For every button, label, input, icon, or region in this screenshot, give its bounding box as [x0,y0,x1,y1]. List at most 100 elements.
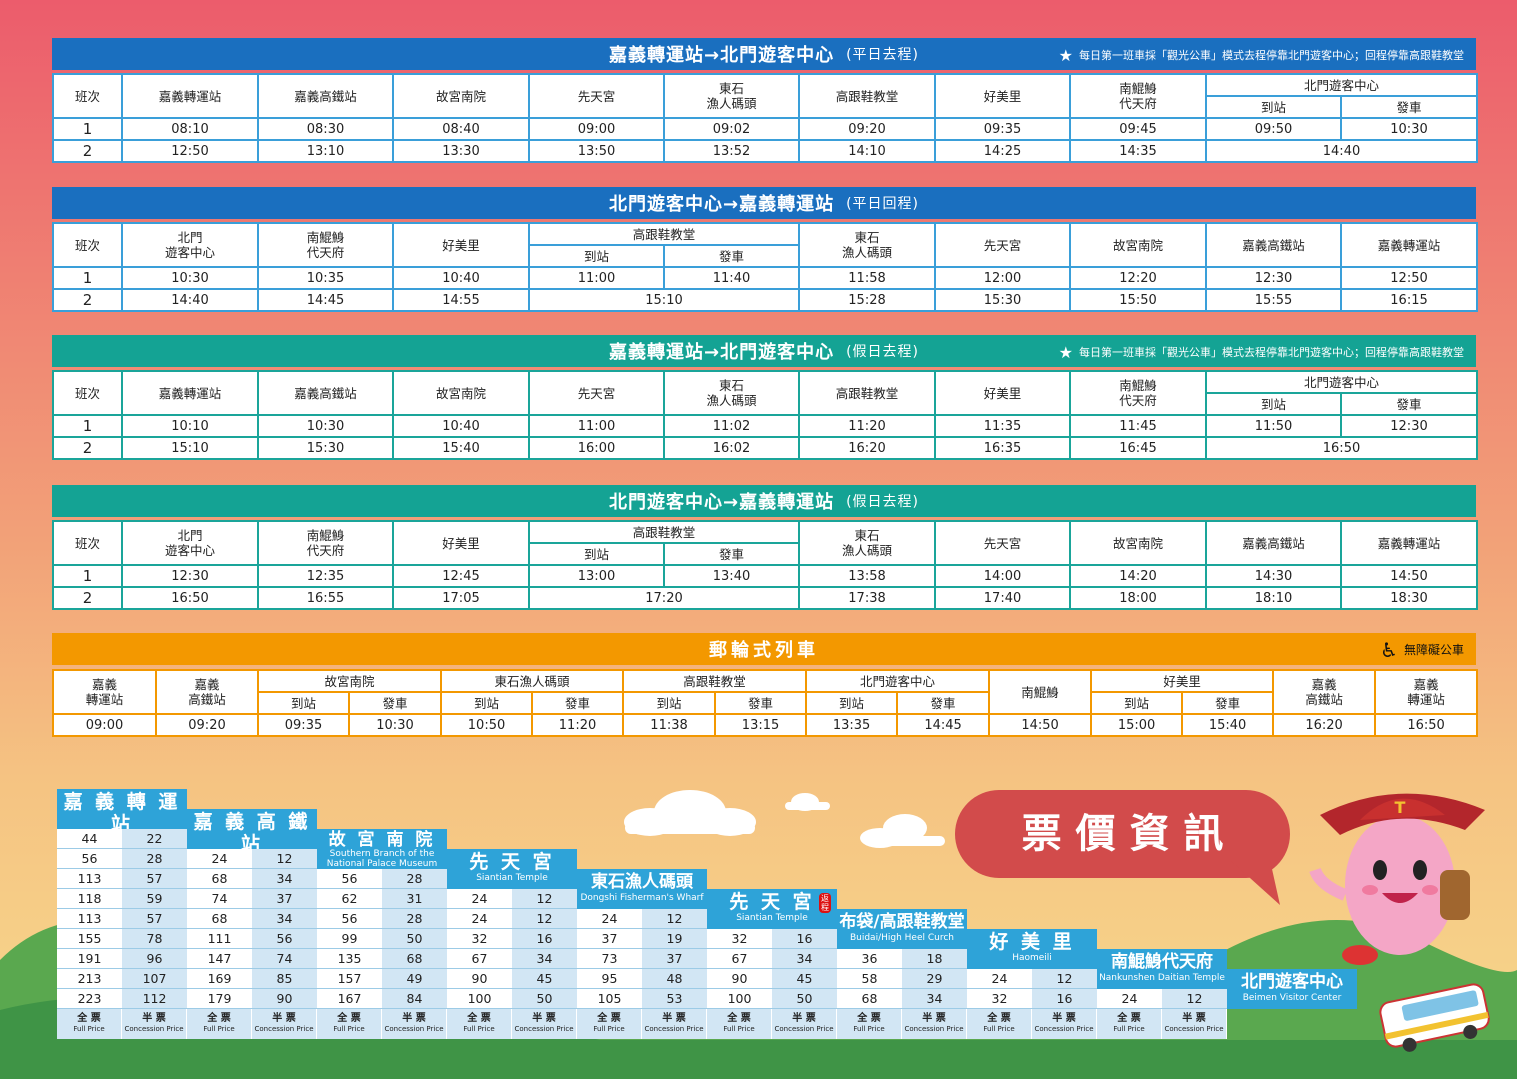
concession-price-label: 半 票 Concession Price [512,1009,577,1039]
time-cell: 14:25 [934,139,1071,163]
time-cell: 17:20 [527,586,801,610]
conc-label-zh: 半 票 [1052,1013,1076,1024]
wheelchair-icon: ♿ [1380,638,1398,662]
full-price-cell: 213 [57,969,122,989]
time-cell: 15:50 [1069,288,1208,312]
time-cell: 09:45 [1069,117,1207,141]
table-row: 1 12:30 12:35 12:45 13:00 13:40 13:58 14:00 14:2… [52,564,1479,588]
concession-price-cell: 50 [772,989,837,1009]
column-header: 嘉義轉運站 [121,73,259,119]
full-label-zh: 全 票 [1117,1013,1141,1024]
time-cell: 16:35 [934,436,1071,460]
concession-price-cell: 84 [382,989,447,1009]
conc-label-en: Concession Price [514,1025,574,1033]
column-header: 東石 漁人碼頭 [663,370,800,416]
station-name-en: Dongshi Fisherman's Wharf [580,893,704,903]
time-cell: 09:35 [934,117,1071,141]
column-header: 南鯤鯓 代天府 [257,520,394,566]
full-price-cell: 67 [707,949,772,969]
column-subheader: 到站 [528,244,665,268]
full-price-label: 全 票 Full Price [1097,1009,1162,1039]
concession-price-cell: 19 [642,929,707,949]
column-header: 先天宮 [528,370,665,416]
time-cell: 18:00 [1069,586,1208,610]
column-header: 北門遊客中心 [805,669,991,693]
concession-price-cell: 34 [512,949,577,969]
concession-price-label: 半 票 Concession Price [902,1009,967,1039]
header-row: 班次 北門 遊客中心 南鯤鯓 代天府 好美里 高跟鞋教堂 東石 漁人碼頭 先天宮 故宮南院 嘉義… [52,520,1479,566]
fare-station-header: 嘉 義 轉 運 站Transit Center of Chiayi City [57,789,187,829]
subheader-row: 到站 發車 [53,542,1477,566]
time-cell: 09:02 [663,117,800,141]
concession-price-cell: 18 [902,949,967,969]
fare-station-header: 嘉 義 高 鐵 站THSR Chiayi Station [187,809,317,849]
station-name-en: Buidai/High Heel Curch [849,933,955,943]
conc-label-zh: 半 票 [1182,1013,1206,1024]
concession-price-cell: 28 [122,849,187,869]
table-row: 1 10:10 10:30 10:40 11:00 11:02 11:20 11:35 11:4… [52,414,1479,438]
time-cell: 10:30 [257,414,394,438]
full-price-cell: 167 [317,989,382,1009]
column-header: 故宮南院 [392,73,530,119]
concession-price-label: 半 票 Concession Price [1032,1009,1097,1039]
full-price-label: 全 票 Full Price [577,1009,642,1039]
column-subheader: 發車 [662,542,801,566]
time-cell: 15:30 [257,436,394,460]
time-cell: 15:30 [934,288,1072,312]
svg-text:T: T [1395,798,1406,817]
column-header: 好美里 [392,222,530,268]
concession-price-cell: 68 [382,949,447,969]
time-cell: 16:20 [1272,713,1377,737]
full-label-zh: 全 票 [597,1013,621,1024]
full-price-cell: 36 [837,949,902,969]
time-cell: 15:00 [1090,713,1184,737]
full-price-cell: 169 [187,969,252,989]
column-header: 東石 漁人碼頭 [663,73,800,119]
concession-price-cell: 59 [122,889,187,909]
time-cell: 08:30 [257,117,394,141]
full-price-cell: 191 [57,949,122,969]
trip-number: 1 [52,117,123,141]
time-cell: 13:52 [663,139,800,163]
time-cell: 16:00 [528,436,665,460]
full-label-en: Full Price [463,1025,495,1033]
time-cell: 11:20 [798,414,936,438]
full-price-cell: 56 [317,869,382,889]
time-cell: 12:50 [1340,266,1479,290]
station-name-zh: 北門遊客中心 [1241,972,1343,992]
subheader-row: 到站 發車 到站 發車 到站 發車 到站 發車 到站 發車 [53,691,1477,715]
full-label-zh: 全 票 [987,1013,1011,1024]
timetable-subtitle: (假日去程) [846,494,920,510]
full-price-label: 全 票 Full Price [447,1009,512,1039]
column-subheader: 到站 [257,691,350,715]
time-cell: 14:30 [1205,564,1343,588]
trip-number: 1 [52,564,123,588]
timetable-title: 嘉義轉運站→北門遊客中心 [608,342,835,363]
concession-price-cell: 107 [122,969,187,989]
time-cell: 10:40 [392,266,530,290]
concession-price-cell: 16 [772,929,837,949]
time-cell: 11:38 [622,713,717,737]
time-cell: 12:35 [257,564,394,588]
time-cell: 12:20 [1069,266,1208,290]
column-subheader: 發車 [1339,392,1479,416]
time-cell: 13:58 [798,564,937,588]
time-cell: 14:50 [988,713,1093,737]
concession-price-cell: 78 [122,929,187,949]
column-header: 嘉義 高鐵站 [155,669,259,715]
time-cell: 18:30 [1340,586,1479,610]
column-header: 東石 漁人碼頭 [798,222,937,268]
column-subheader: 發車 [531,691,625,715]
time-cell: 11:50 [1205,414,1342,438]
conc-label-en: Concession Price [254,1025,314,1033]
conc-label-en: Concession Price [644,1025,704,1033]
concession-price-cell: 34 [252,869,317,889]
time-cell: 09:00 [528,117,665,141]
concession-price-cell: 12 [512,909,577,929]
timetable-title-bar: 嘉義轉運站→北門遊客中心 (假日去程) ★ 每日第一班車採「觀光公車」模式去程停靠北門… [52,335,1476,367]
concession-price-cell: 45 [512,969,577,989]
time-cell: 15:10 [527,288,801,312]
concession-price-cell: 34 [772,949,837,969]
time-cell: 14:10 [798,139,936,163]
table-row: 1 10:30 10:35 10:40 11:00 11:40 11:58 12:00 12:2… [52,266,1479,290]
